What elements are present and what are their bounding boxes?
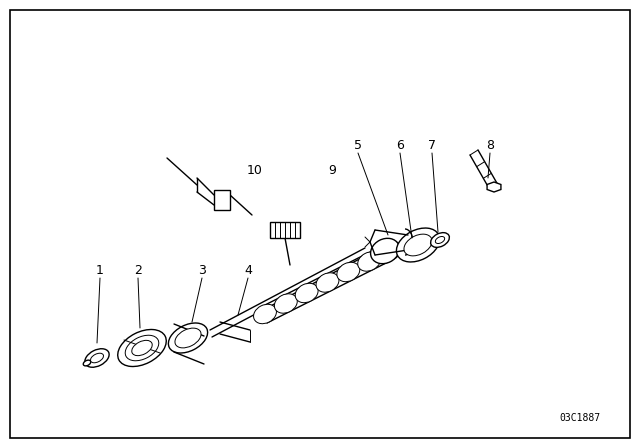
Text: 7: 7 (428, 138, 436, 151)
Ellipse shape (253, 304, 276, 324)
Ellipse shape (132, 340, 152, 356)
Ellipse shape (118, 329, 166, 366)
Text: 1: 1 (96, 263, 104, 276)
Ellipse shape (371, 238, 399, 264)
Ellipse shape (404, 234, 432, 256)
Ellipse shape (90, 353, 104, 363)
Ellipse shape (83, 360, 91, 366)
Polygon shape (214, 190, 230, 210)
Text: 6: 6 (396, 138, 404, 151)
Ellipse shape (168, 323, 207, 353)
Text: 03C1887: 03C1887 (559, 413, 600, 423)
Ellipse shape (175, 328, 201, 348)
Text: 3: 3 (198, 263, 206, 276)
Ellipse shape (337, 263, 360, 282)
Text: 5: 5 (354, 138, 362, 151)
Ellipse shape (275, 294, 297, 313)
Text: 2: 2 (134, 263, 142, 276)
Polygon shape (487, 182, 501, 192)
Text: 4: 4 (244, 263, 252, 276)
Ellipse shape (295, 283, 318, 303)
Ellipse shape (125, 335, 159, 361)
Ellipse shape (85, 349, 109, 367)
Ellipse shape (431, 233, 449, 247)
Ellipse shape (316, 273, 339, 292)
Ellipse shape (378, 241, 401, 261)
Ellipse shape (435, 237, 445, 244)
Ellipse shape (396, 228, 440, 262)
Text: 10: 10 (247, 164, 263, 177)
Ellipse shape (358, 252, 381, 271)
Polygon shape (270, 222, 300, 238)
Text: 8: 8 (486, 138, 494, 151)
Text: 9: 9 (328, 164, 336, 177)
